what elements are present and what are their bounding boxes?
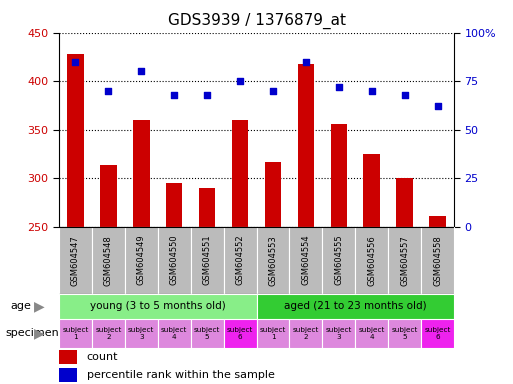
Bar [265,162,281,227]
Point [137,68,145,74]
Bar [92,227,125,294]
Bar [59,294,256,319]
Text: ▶: ▶ [34,326,45,340]
Text: GSM604551: GSM604551 [203,235,212,285]
Bar [125,227,158,294]
Bar [191,227,224,294]
Text: GSM604550: GSM604550 [170,235,179,285]
Bar [388,227,421,294]
Bar [125,319,158,348]
Bar [289,319,322,348]
Text: subject
6: subject 6 [424,327,451,339]
Text: GSM604554: GSM604554 [301,235,310,285]
Bar [133,120,149,227]
Bar [397,178,413,227]
Bar [330,124,347,227]
Text: GSM604553: GSM604553 [268,235,278,286]
Bar [298,64,314,227]
Bar [100,166,116,227]
Bar [355,227,388,294]
Text: GSM604549: GSM604549 [137,235,146,285]
Bar [322,227,355,294]
Bar [289,227,322,294]
Bar [92,319,125,348]
Text: subject
5: subject 5 [194,327,220,339]
Point [236,78,244,84]
Bar [256,227,289,294]
Text: subject
1: subject 1 [260,327,286,339]
Bar [67,54,84,227]
Text: age: age [10,301,31,311]
Text: subject
4: subject 4 [359,327,385,339]
Point [302,59,310,65]
Point [334,84,343,90]
Bar [199,188,215,227]
Text: aged (21 to 23 months old): aged (21 to 23 months old) [284,301,427,311]
Text: percentile rank within the sample: percentile rank within the sample [87,370,274,380]
Bar [158,319,191,348]
Bar [224,319,256,348]
Text: count: count [87,352,118,362]
Point [203,92,211,98]
Text: subject
2: subject 2 [95,327,122,339]
Text: GSM604556: GSM604556 [367,235,376,286]
Point [433,103,442,109]
Bar [421,319,454,348]
Text: subject
5: subject 5 [391,327,418,339]
Text: ▶: ▶ [34,299,45,313]
Bar [166,183,183,227]
Text: subject
2: subject 2 [293,327,319,339]
Bar [191,319,224,348]
Bar [421,227,454,294]
Text: subject
3: subject 3 [128,327,154,339]
Bar [59,350,77,364]
Point [269,88,277,94]
Point [170,92,179,98]
Title: GDS3939 / 1376879_at: GDS3939 / 1376879_at [168,12,345,28]
Point [401,92,409,98]
Text: GSM604558: GSM604558 [433,235,442,286]
Text: specimen: specimen [5,328,59,338]
Bar [256,294,454,319]
Bar [364,154,380,227]
Text: subject
6: subject 6 [227,327,253,339]
Text: GSM604552: GSM604552 [235,235,245,285]
Bar [388,319,421,348]
Bar [429,216,446,227]
Text: young (3 to 5 months old): young (3 to 5 months old) [90,301,226,311]
Text: subject
4: subject 4 [161,327,187,339]
Point [368,88,376,94]
Text: GSM604557: GSM604557 [400,235,409,286]
Bar [256,319,289,348]
Text: subject
3: subject 3 [326,327,352,339]
Point [104,88,112,94]
Text: GSM604547: GSM604547 [71,235,80,286]
Bar [59,227,92,294]
Text: GSM604555: GSM604555 [334,235,343,285]
Text: GSM604548: GSM604548 [104,235,113,286]
Bar [232,120,248,227]
Bar [158,227,191,294]
Bar [224,227,256,294]
Bar [355,319,388,348]
Text: subject
1: subject 1 [62,327,89,339]
Point [71,59,80,65]
Bar [322,319,355,348]
Bar [59,319,92,348]
Bar [59,368,77,382]
